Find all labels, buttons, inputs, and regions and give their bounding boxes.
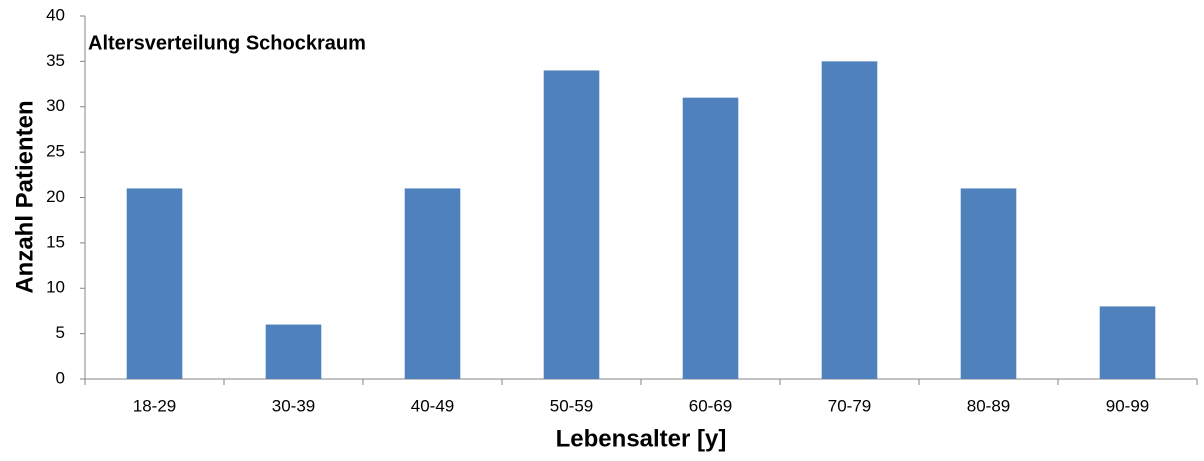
bar [126, 188, 183, 379]
y-tick-label: 25 [46, 142, 65, 161]
bar [682, 97, 739, 380]
y-tick-label: 40 [46, 5, 65, 24]
y-tick-label: 20 [46, 187, 65, 206]
x-tick-label: 30-39 [272, 396, 315, 415]
y-tick-label: 15 [46, 232, 65, 251]
x-tick-label: 80-89 [967, 396, 1010, 415]
x-tick-label: 70-79 [828, 396, 871, 415]
bar [404, 188, 461, 379]
y-tick-label: 0 [56, 368, 65, 387]
y-axis-label: Anzahl Patienten [11, 100, 38, 293]
x-tick-label: 18-29 [133, 396, 176, 415]
y-tick-label: 5 [56, 323, 65, 342]
bar [543, 70, 600, 379]
bar [265, 324, 322, 379]
x-tick-label: 90-99 [1106, 396, 1149, 415]
bar [821, 61, 878, 379]
chart-title: Altersverteilung Schockraum [88, 32, 366, 54]
x-tick-label: 50-59 [550, 396, 593, 415]
x-tick-label: 60-69 [689, 396, 732, 415]
x-tick-label: 40-49 [411, 396, 454, 415]
y-tick-label: 30 [46, 96, 65, 115]
bar [1099, 306, 1156, 379]
y-tick-label: 35 [46, 51, 65, 70]
x-axis-label: Lebensalter [y] [556, 425, 727, 452]
bar [960, 188, 1017, 379]
y-tick-label: 10 [46, 278, 65, 297]
